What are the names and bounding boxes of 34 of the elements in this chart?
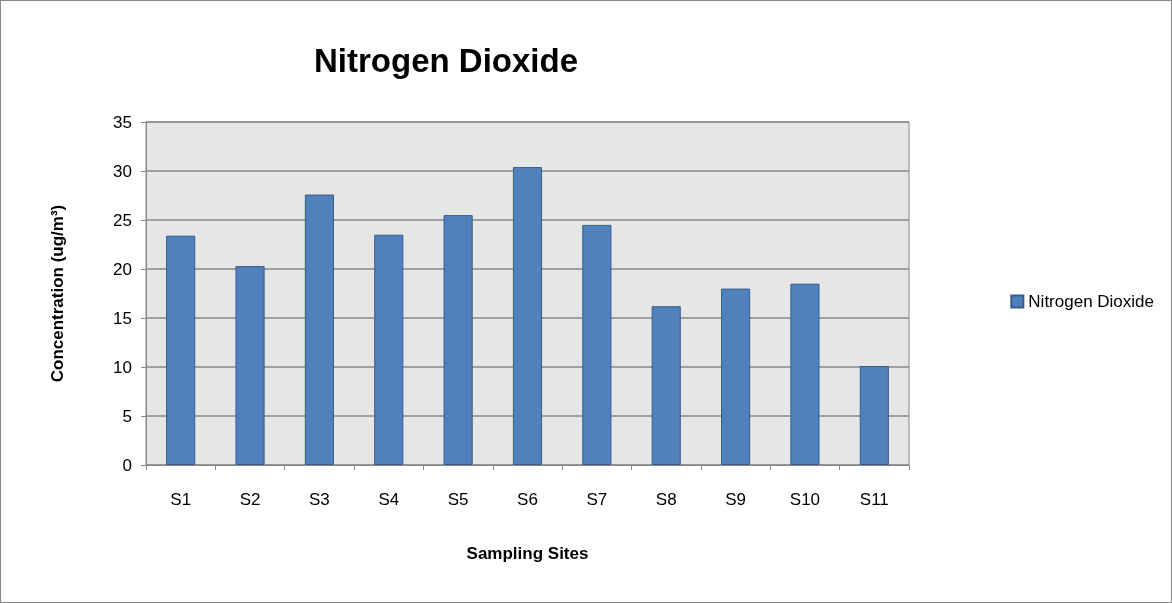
bar [512, 167, 543, 465]
legend-label: Nitrogen Dioxide [1028, 292, 1155, 311]
x-tick-label: S1 [170, 490, 192, 509]
y-tick-label: 0 [122, 455, 132, 475]
x-tick-label: S4 [378, 490, 400, 509]
x-tick-label: S11 [859, 490, 889, 509]
x-axis-title: Sampling Sites [466, 544, 589, 563]
y-tick-label: 15 [113, 308, 132, 328]
bar [304, 194, 334, 465]
x-tick-label: S6 [517, 490, 538, 509]
bar [443, 215, 473, 465]
x-tick-label: S3 [309, 490, 330, 509]
x-tick-label: S5 [447, 490, 469, 509]
bar [721, 288, 751, 465]
bar [859, 366, 889, 465]
y-tick-label: 30 [113, 161, 132, 181]
x-tick-label: S9 [725, 490, 746, 509]
x-tick-label: S7 [586, 490, 608, 509]
bar [235, 266, 265, 465]
y-tick-label: 20 [113, 259, 132, 279]
y-tick-label: 25 [113, 210, 132, 230]
x-tick-label: S8 [655, 490, 677, 509]
bar [651, 306, 681, 465]
bar [166, 235, 196, 465]
bar [790, 283, 820, 465]
y-axis-title: Concentration (ug/m³) [48, 204, 67, 383]
y-tick-label: 5 [122, 406, 132, 426]
x-tick-label: S2 [239, 490, 261, 509]
x-tick-label: S10 [789, 490, 821, 509]
y-tick-label: 10 [113, 357, 132, 377]
chart-title: Nitrogen Dioxide [313, 42, 579, 79]
bar [582, 224, 612, 465]
y-tick-label: 35 [113, 112, 132, 132]
bar [374, 234, 404, 465]
